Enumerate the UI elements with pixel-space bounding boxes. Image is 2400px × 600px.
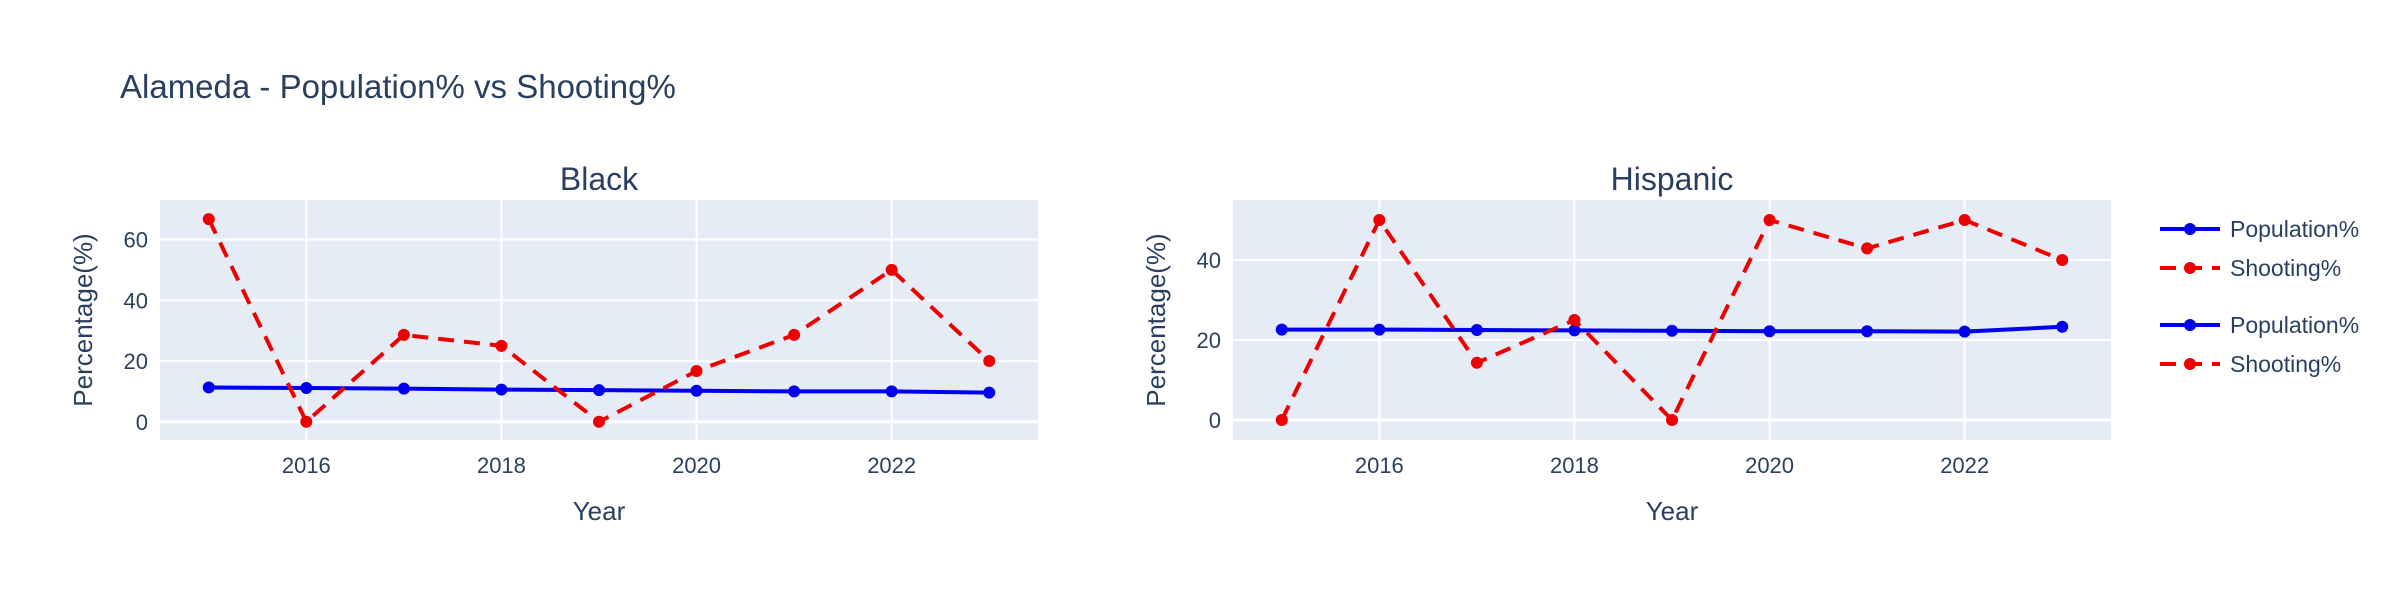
data-point [1373,323,1386,336]
data-point [593,384,605,397]
x-tick-label: 2018 [1550,453,1599,478]
data-point [202,381,215,394]
y-tick-label: 20 [1197,328,1221,353]
data-point [495,339,508,352]
legend-label: Shooting% [2230,351,2341,377]
data-point [1763,214,1776,226]
x-tick-label: 2018 [477,453,526,478]
data-point [1568,314,1581,326]
chart-title: Alameda - Population% vs Shooting% [120,68,676,105]
data-point [300,382,313,395]
subplot-1: 2016 2018 2020 2022 0 20 40 Hispanic Year Percent… [1141,161,2111,526]
data-point [2056,320,2069,333]
legend-marker [2184,223,2196,235]
x-tick-label: 2022 [1940,453,1989,478]
legend-label: Shooting% [2230,255,2341,281]
legend-marker [2184,319,2196,331]
data-point [1763,325,1776,338]
y-axis-label: Percentage(%) [1141,233,1171,406]
x-tick-label: 2020 [672,453,721,478]
y-tick-label: 20 [124,349,148,374]
data-point [1958,325,1971,338]
x-tick-label: 2022 [867,453,916,478]
data-point [593,415,605,428]
data-point [885,263,898,276]
data-point [1470,324,1483,336]
y-tick-label: 40 [124,288,148,313]
data-point [690,384,703,397]
subplot-0: 2016 2018 2020 2022 0 20 40 60 Black Year Percenta… [68,161,1038,526]
subplot-title: Black [560,161,639,197]
data-point [885,385,898,398]
data-point [495,383,508,396]
data-point [397,328,410,341]
data-point [983,355,996,368]
data-point [1275,414,1288,426]
data-point [1958,214,1971,226]
data-point [788,328,801,341]
y-tick-label: 0 [1209,408,1221,433]
x-tick-label: 2016 [1355,453,1404,478]
x-tick-label: 2016 [282,453,331,478]
legend-marker [2184,262,2196,274]
data-point [1373,214,1386,226]
data-point [1568,324,1581,337]
y-tick-label: 0 [136,410,148,435]
data-point [300,415,313,428]
plot-background [160,200,1038,440]
data-point [1666,414,1678,426]
data-point [202,213,215,226]
plot-background [1233,200,2111,440]
legend-marker [2184,358,2196,370]
data-point [1470,356,1483,369]
data-point [397,382,410,395]
legend-label: Population% [2230,216,2359,242]
x-axis-label: Year [1646,496,1699,526]
data-point [1861,325,1874,338]
subplot-title: Hispanic [1611,161,1734,197]
x-tick-label: 2020 [1745,453,1794,478]
data-point [983,386,996,399]
data-point [788,385,801,398]
legend: Population% Shooting% Population% Shooting% [2160,216,2359,377]
data-point [1275,323,1288,336]
y-axis-label: Percentage(%) [68,233,98,406]
y-tick-label: 60 [124,227,148,252]
y-tick-label: 40 [1197,248,1221,273]
x-axis-label: Year [573,496,626,526]
data-point [1666,324,1678,337]
legend-label: Population% [2230,312,2359,338]
data-point [1861,242,1874,255]
data-point [690,365,703,378]
data-point [2056,254,2069,266]
